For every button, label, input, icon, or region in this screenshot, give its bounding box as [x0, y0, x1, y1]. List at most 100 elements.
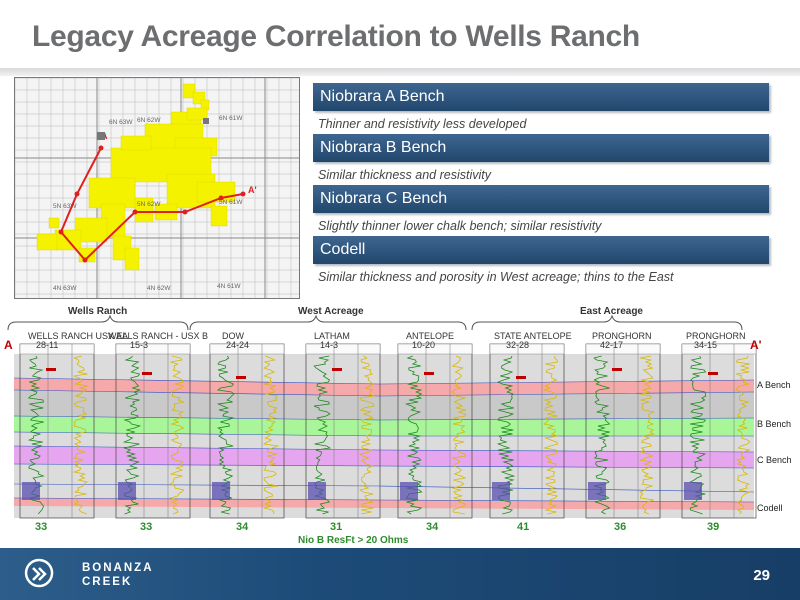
well-log-header	[19, 343, 95, 355]
acreage-blocks	[36, 83, 236, 271]
well-name: WELLS RANCH USX AA	[28, 331, 129, 341]
bench-niobrara-b: Niobrara B Bench Similar thickness and r…	[313, 134, 769, 182]
well-count: 33	[140, 521, 153, 533]
well-name: LATHAM	[314, 331, 350, 341]
well-id: 15-3	[130, 340, 149, 350]
well-marker	[424, 372, 434, 375]
bench-title: Niobrara B Bench	[313, 134, 769, 162]
bench-niobrara-a: Niobrara A Bench Thinner and resistivity…	[313, 83, 769, 131]
well-marker	[46, 368, 56, 371]
township-labels: 6N 63W 6N 62W 6N 61W 5N 63W 5N 62W 5N 61…	[53, 115, 243, 292]
map-symbols	[97, 118, 209, 140]
codell-band	[14, 498, 754, 510]
resistivity-curve	[169, 355, 185, 515]
township-label: 4N 63W	[53, 285, 77, 292]
well-name: STATE ANTELOPE	[494, 331, 572, 341]
well-count: 34	[236, 521, 249, 533]
well-id: 10-20	[412, 340, 436, 350]
township-label: 6N 61W	[219, 115, 243, 122]
side-label-codell: Codell	[757, 503, 783, 513]
well-count: 36	[614, 521, 627, 533]
township-label: 5N 63W	[53, 203, 77, 210]
group-braces	[7, 314, 743, 331]
resistivity-curve	[262, 355, 280, 515]
bench-description: Similar thickness and resistivity	[318, 168, 491, 182]
well-log-header	[397, 343, 473, 355]
well-name: PRONGHORN	[592, 331, 652, 341]
bench-title: Codell	[313, 236, 769, 264]
well-id: 24-24	[226, 340, 250, 350]
section-endpoint-a-prime: A'	[750, 338, 762, 352]
well-name: ANTELOPE	[406, 331, 455, 341]
cross-section-graphic	[7, 314, 757, 519]
company-logo: BONANZA CREEK	[24, 558, 152, 592]
resistivity-curve	[638, 355, 656, 515]
group-label-east-acreage: East Acreage	[580, 306, 643, 317]
group-label-wells-ranch: Wells Ranch	[68, 306, 128, 317]
bench-niobrara-c: Niobrara C Bench Slightly thinner lower …	[313, 185, 769, 233]
bench-title: Niobrara A Bench	[313, 83, 769, 111]
resistivity-curve	[451, 355, 467, 515]
logo-mark-icon	[24, 558, 54, 588]
well-marker	[612, 368, 622, 371]
well-id: 34-15	[694, 340, 718, 350]
bench-description: Slightly thinner lower chalk bench; simi…	[318, 219, 602, 233]
well-id: 14-3	[320, 340, 339, 350]
porosity-fill	[588, 482, 606, 500]
title-rule	[0, 68, 800, 76]
well-name: WELLS RANCH - USX B	[108, 331, 209, 341]
township-label: 6N 62W	[137, 117, 161, 124]
well-count: 31	[330, 521, 343, 533]
porosity-fill	[492, 482, 510, 500]
porosity-fill	[308, 482, 326, 500]
cross-section: Wells Ranch West Acreage East Acreage	[0, 304, 800, 554]
b-bench-band	[14, 416, 754, 436]
well-name: PRONGHORN	[686, 331, 746, 341]
group-label-west-acreage: West Acreage	[298, 306, 364, 317]
porosity-fill	[22, 482, 40, 500]
well-count: 34	[426, 521, 439, 533]
side-label-c-bench: C Bench	[757, 455, 792, 465]
well-count: 39	[707, 521, 720, 533]
resistivity-curve	[72, 355, 89, 515]
well-log-header	[209, 343, 285, 355]
well-id: 28-11	[36, 340, 59, 350]
map-endpoint-a-prime: A'	[248, 185, 257, 195]
bench-title: Niobrara C Bench	[313, 185, 769, 213]
porosity-fill	[684, 482, 702, 500]
porosity-fill	[400, 482, 418, 500]
resistivity-curve	[542, 355, 559, 515]
bench-description: Thinner and resistivity less developed	[318, 117, 527, 131]
well-log-header	[585, 343, 661, 355]
footer-bar	[0, 548, 800, 600]
resistivity-curve	[735, 355, 752, 515]
well-marker	[142, 372, 152, 375]
well-id: 42-17	[600, 340, 624, 350]
township-label: 6N 63W	[109, 119, 133, 126]
porosity-fill	[212, 482, 230, 500]
well-log-header	[115, 343, 191, 355]
traverse-line	[59, 147, 244, 262]
ab-interval	[14, 390, 754, 420]
bench-codell: Codell Similar thickness and porosity in…	[313, 236, 769, 284]
well-name: DOW	[222, 331, 244, 341]
section-endpoint-a: A	[4, 338, 13, 352]
acreage-map: 6N 63W 6N 62W 6N 61W 5N 63W 5N 62W 5N 61…	[14, 77, 300, 299]
well-marker	[236, 376, 246, 379]
resistivity-curve	[358, 355, 375, 515]
a-bench-band	[14, 378, 754, 396]
side-label-a-bench: A Bench	[757, 380, 791, 390]
well-count: 41	[517, 521, 530, 533]
page-title: Legacy Acreage Correlation to Wells Ranc…	[32, 20, 640, 53]
bench-description: Similar thickness and porosity in West a…	[318, 270, 674, 284]
well-id: 32-28	[506, 340, 530, 350]
map-graphic: 6N 63W 6N 62W 6N 61W 5N 63W 5N 62W 5N 61…	[15, 78, 299, 298]
well-log-header	[681, 343, 757, 355]
township-label: 4N 61W	[217, 283, 241, 290]
logo-text-line2: CREEK	[82, 576, 133, 588]
page-number: 29	[753, 567, 770, 584]
c-bench-band	[14, 446, 754, 468]
well-log-header	[305, 343, 381, 355]
logo-text-line1: BONANZA	[82, 562, 154, 574]
well-marker	[516, 376, 526, 379]
